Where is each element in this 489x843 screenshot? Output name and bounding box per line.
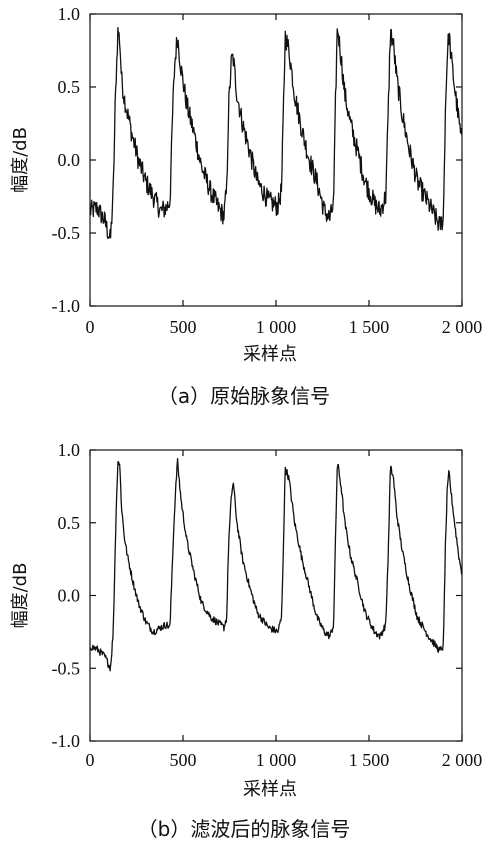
series-line — [89, 458, 463, 672]
x-tick-label: 500 — [170, 750, 197, 770]
y-tick-label: 0.5 — [58, 513, 81, 533]
y-tick-label: 0.0 — [58, 150, 81, 170]
plot-frame — [89, 449, 463, 742]
x-tick-label: 2 000 — [442, 317, 483, 337]
y-axis-label: 幅度/dB — [10, 563, 31, 629]
y-tick-label: -1.0 — [52, 296, 81, 316]
plot-frame — [89, 13, 463, 307]
y-tick-label: 0.5 — [58, 77, 81, 97]
panel-caption: （a）原始脉象信号 — [158, 384, 330, 408]
x-tick-label: 1 000 — [256, 750, 297, 770]
x-tick-label: 1 000 — [256, 317, 297, 337]
x-tick-label: 1 500 — [349, 750, 390, 770]
x-tick-label: 0 — [86, 750, 95, 770]
x-axis-label: 采样点 — [243, 344, 297, 365]
y-tick-label: -0.5 — [52, 658, 81, 678]
x-tick-label: 2 000 — [442, 750, 483, 770]
y-axis-label: 幅度/dB — [10, 127, 31, 193]
series-line — [89, 26, 463, 240]
y-tick-label: 1.0 — [58, 4, 81, 24]
x-tick-label: 1 500 — [349, 317, 390, 337]
x-tick-label: 500 — [170, 317, 197, 337]
y-tick-label: -0.5 — [52, 223, 81, 243]
y-tick-label: 1.0 — [58, 440, 81, 460]
panel-caption: （b）滤波后的脉象信号 — [138, 817, 351, 841]
y-tick-label: -1.0 — [52, 731, 81, 751]
x-tick-label: 0 — [86, 317, 95, 337]
x-axis-label: 采样点 — [243, 779, 297, 800]
y-tick-label: 0.0 — [58, 586, 81, 606]
